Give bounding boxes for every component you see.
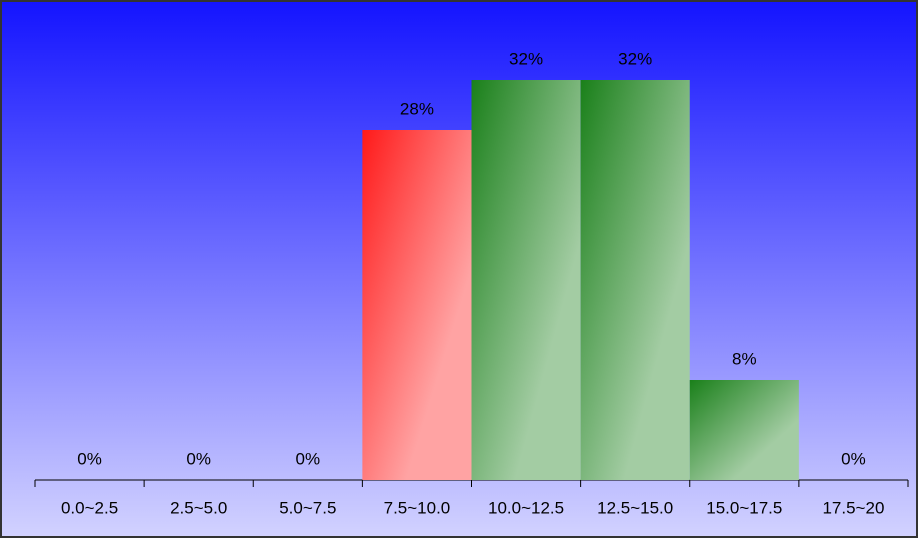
- x-tick-label: 10.0~12.5: [488, 498, 564, 517]
- x-tick-label: 7.5~10.0: [384, 498, 451, 517]
- x-tick-label: 12.5~15.0: [597, 498, 673, 517]
- x-tick-label: 2.5~5.0: [170, 498, 227, 517]
- bar: [362, 130, 472, 480]
- value-label: 28%: [400, 99, 434, 118]
- value-label: 32%: [509, 49, 543, 68]
- x-tick-label: 15.0~17.5: [706, 498, 782, 517]
- value-label: 8%: [732, 349, 757, 368]
- bar: [471, 80, 581, 480]
- x-tick-label: 0.0~2.5: [61, 498, 118, 517]
- bar: [689, 380, 799, 480]
- value-label: 0%: [77, 449, 102, 468]
- value-label: 0%: [186, 449, 211, 468]
- value-label: 0%: [296, 449, 321, 468]
- x-tick-label: 17.5~20: [822, 498, 884, 517]
- value-label: 32%: [618, 49, 652, 68]
- value-label: 0%: [841, 449, 866, 468]
- x-tick-label: 5.0~7.5: [279, 498, 336, 517]
- bar: [580, 80, 690, 480]
